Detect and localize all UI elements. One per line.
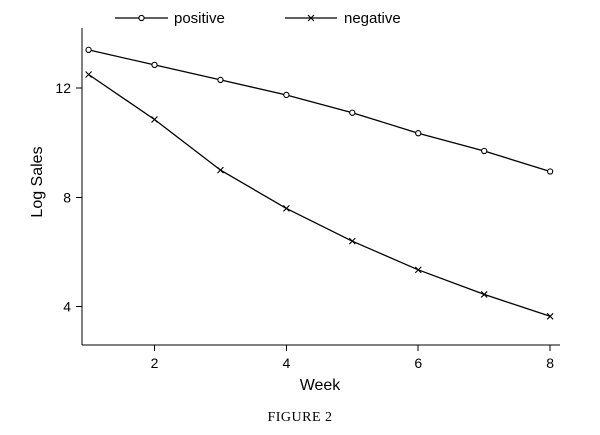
legend-item-negative: negative — [285, 10, 401, 27]
data-point-stroke — [217, 166, 224, 174]
data-point — [282, 204, 290, 212]
data-point — [151, 61, 158, 69]
legend-label: positive — [174, 10, 225, 27]
data-point — [414, 266, 422, 274]
data-point — [138, 14, 145, 22]
data-point-stroke — [480, 291, 488, 298]
data-point — [349, 109, 356, 116]
series-layer — [85, 46, 554, 320]
y-tick-label: 12 — [55, 80, 71, 96]
data-point — [481, 147, 488, 155]
data-point — [415, 130, 422, 137]
data-point — [217, 76, 224, 84]
data-point-stroke — [307, 14, 315, 22]
legend: positive negative — [115, 10, 401, 27]
data-point — [307, 14, 315, 22]
series-line-negative — [88, 73, 551, 317]
data-point-stroke — [151, 116, 158, 123]
data-point-stroke — [414, 266, 422, 274]
series-positive — [85, 46, 554, 175]
x-tick-label: 4 — [282, 355, 290, 371]
line-chart: 2 4 6 8 4 8 12 positive negative Week Log Sales — [29, 10, 560, 394]
data-point — [546, 312, 554, 320]
data-point-stroke — [282, 204, 290, 212]
data-point-stroke — [546, 312, 554, 320]
x-axis-title: Week — [300, 377, 342, 394]
data-point — [546, 168, 554, 175]
data-point — [151, 116, 158, 123]
figure-caption: FIGURE 2 — [267, 410, 333, 425]
data-point — [480, 291, 488, 298]
data-point — [348, 237, 356, 245]
x-tick-label: 6 — [414, 355, 422, 371]
series-negative — [85, 71, 554, 320]
data-point-stroke — [85, 71, 92, 78]
y-axis-title: Log Sales — [29, 146, 46, 217]
data-point-stroke — [348, 237, 356, 245]
series-line-positive — [88, 49, 551, 173]
y-tick-label: 8 — [63, 189, 71, 205]
y-tick-label: 4 — [63, 299, 71, 315]
data-point — [217, 166, 224, 174]
legend-item-positive: positive — [115, 10, 225, 27]
x-tick-label: 2 — [151, 355, 159, 371]
axes: 2 4 6 8 4 8 12 — [55, 28, 560, 371]
data-point — [85, 71, 92, 78]
x-tick-label: 8 — [546, 355, 554, 371]
data-point — [283, 91, 290, 99]
legend-label: negative — [344, 10, 401, 27]
data-point — [85, 46, 92, 54]
